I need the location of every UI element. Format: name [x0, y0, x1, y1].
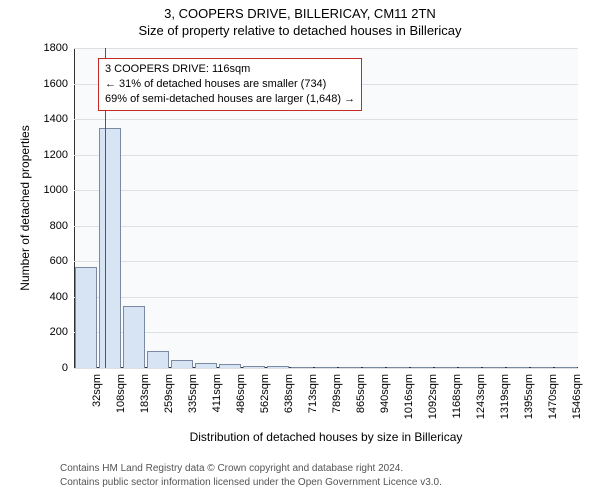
annotation-line: 69% of semi-detached houses are larger (… [105, 92, 355, 107]
histogram-bar [171, 360, 194, 368]
x-tick-label: 1470sqm [547, 374, 559, 429]
x-tick-label: 1243sqm [475, 374, 487, 429]
grid-line [74, 297, 578, 298]
histogram-bar [195, 363, 218, 368]
x-tick-label: 1395sqm [523, 374, 535, 429]
grid-line [74, 261, 578, 262]
histogram-bar [339, 367, 362, 368]
x-tick-label: 638sqm [283, 374, 295, 429]
histogram-bar [507, 367, 530, 368]
histogram-bar [219, 364, 242, 368]
grid-line [74, 332, 578, 333]
x-tick-label: 865sqm [355, 374, 367, 429]
histogram-bar [267, 366, 290, 368]
x-tick-label: 108sqm [115, 374, 127, 429]
x-tick-label: 1319sqm [499, 374, 511, 429]
x-tick-label: 562sqm [259, 374, 271, 429]
histogram-bar [555, 367, 578, 368]
y-tick-label: 1400 [36, 113, 68, 125]
x-tick-label: 32sqm [91, 374, 103, 429]
histogram-bar [147, 351, 170, 368]
y-tick-label: 200 [36, 326, 68, 338]
x-tick-label: 335sqm [187, 374, 199, 429]
grid-line [74, 119, 578, 120]
histogram-bar [483, 367, 506, 368]
x-tick-label: 940sqm [379, 374, 391, 429]
y-tick-label: 400 [36, 291, 68, 303]
x-tick-label: 486sqm [235, 374, 247, 429]
histogram-bar [123, 306, 146, 368]
annotation-line: ← 31% of detached houses are smaller (73… [105, 77, 355, 92]
grid-line [74, 155, 578, 156]
y-tick-label: 1200 [36, 149, 68, 161]
x-tick-label: 259sqm [163, 374, 175, 429]
annotation-box: 3 COOPERS DRIVE: 116sqm ← 31% of detache… [98, 58, 362, 111]
x-tick-label: 1168sqm [451, 374, 463, 429]
footer-line: Contains public sector information licen… [60, 476, 442, 490]
histogram-bar [291, 367, 314, 368]
grid-line [74, 190, 578, 191]
histogram-bar [411, 367, 434, 368]
x-tick-label: 183sqm [139, 374, 151, 429]
histogram-bar [75, 267, 98, 368]
grid-line [74, 226, 578, 227]
y-axis-label: Number of detached properties [18, 48, 32, 368]
x-tick-label: 789sqm [331, 374, 343, 429]
histogram-bar [435, 367, 458, 368]
histogram-bar [363, 367, 386, 368]
y-tick-label: 1000 [36, 184, 68, 196]
x-tick-label: 1546sqm [571, 374, 583, 429]
chart-subtitle: Size of property relative to detached ho… [0, 21, 600, 42]
histogram-bar [387, 367, 410, 368]
footer-attribution: Contains HM Land Registry data © Crown c… [60, 462, 442, 489]
y-tick-label: 800 [36, 220, 68, 232]
x-tick-label: 411sqm [211, 374, 223, 429]
y-tick-label: 600 [36, 255, 68, 267]
grid-line [74, 368, 578, 369]
chart-title: 3, COOPERS DRIVE, BILLERICAY, CM11 2TN [0, 0, 600, 21]
y-tick-label: 1800 [36, 42, 68, 54]
histogram-bar [243, 366, 266, 368]
y-tick-label: 0 [36, 362, 68, 374]
histogram-bar [531, 367, 554, 368]
y-tick-label: 1600 [36, 78, 68, 90]
footer-line: Contains HM Land Registry data © Crown c… [60, 462, 442, 476]
histogram-bar [459, 367, 482, 368]
x-tick-label: 1092sqm [427, 374, 439, 429]
x-axis-label: Distribution of detached houses by size … [74, 430, 578, 444]
histogram-bar [99, 128, 122, 368]
histogram-bar [315, 367, 338, 368]
grid-line [74, 48, 578, 49]
x-tick-label: 713sqm [307, 374, 319, 429]
annotation-line: 3 COOPERS DRIVE: 116sqm [105, 62, 355, 77]
x-tick-label: 1016sqm [403, 374, 415, 429]
